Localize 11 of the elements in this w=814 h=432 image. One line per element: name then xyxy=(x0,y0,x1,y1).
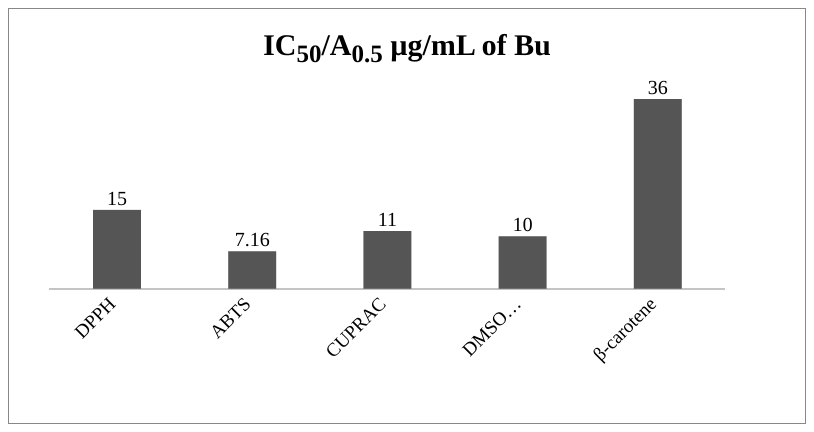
data-label: 36 xyxy=(648,77,668,99)
bar xyxy=(498,236,547,289)
data-label: 7.16 xyxy=(234,229,270,252)
bar xyxy=(228,251,276,289)
data-label: 10 xyxy=(512,214,533,236)
data-label: 11 xyxy=(378,208,398,231)
bar xyxy=(93,210,141,289)
chart-title: IC$_{50}$/A$_{0.5}$ µg/mL of Bu xyxy=(262,29,552,69)
bar xyxy=(363,230,412,289)
data-label: 15 xyxy=(107,188,127,210)
bar xyxy=(634,99,682,289)
